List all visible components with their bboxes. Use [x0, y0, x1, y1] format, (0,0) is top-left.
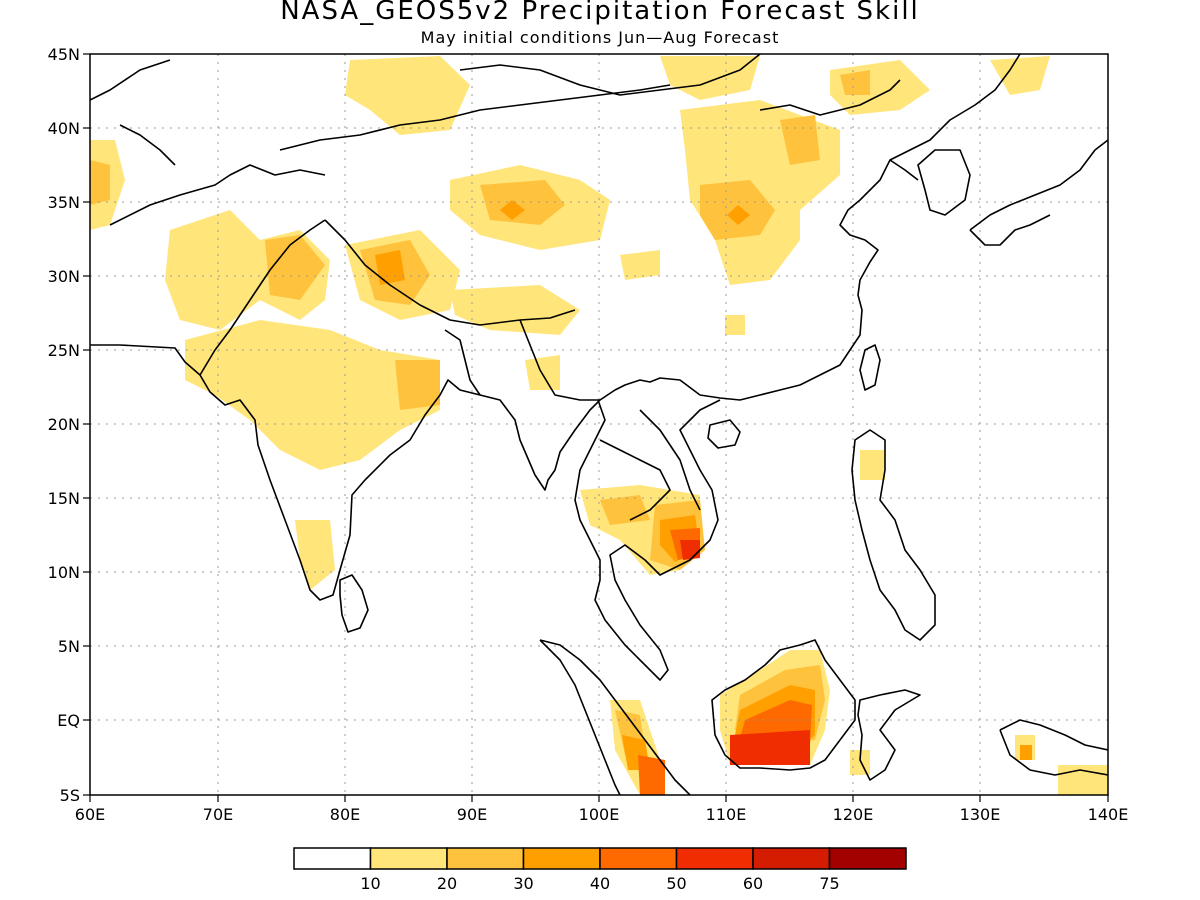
- border-north-korea: [889, 159, 919, 181]
- border-bangladesh: [444, 329, 481, 396]
- colorbar-swatch: [293, 847, 372, 870]
- border-himalaya: [324, 219, 576, 326]
- colorbar-swatch: [522, 847, 601, 870]
- skill-patch-newguinea-l3: [1020, 745, 1032, 760]
- skill-patch-pakistan-l2: [265, 235, 325, 300]
- coast-philippines: [851, 429, 936, 641]
- lon-label-60e: 60E: [75, 805, 105, 824]
- skill-patch-india: [185, 320, 440, 470]
- border-tibet-north: [279, 84, 671, 151]
- skill-patch-cambodia-l5: [680, 540, 700, 560]
- lat-label-5n: 5N: [58, 637, 80, 656]
- colorbar-swatch: [828, 847, 907, 870]
- lon-label-140e: 140E: [1088, 805, 1129, 824]
- skill-patch-borneo-l5: [730, 730, 810, 765]
- lon-label-120e: 120E: [833, 805, 874, 824]
- lon-label-100e: 100E: [579, 805, 620, 824]
- border-afghanistan: [109, 164, 326, 226]
- tick-marks: [83, 53, 1109, 802]
- colorbar-swatch: [369, 847, 448, 870]
- border-china-myanmar: [519, 319, 600, 401]
- colorbar-label: 30: [513, 874, 533, 893]
- colorbar-swatch: [675, 847, 754, 870]
- skill-patch-tibet-north: [345, 56, 470, 135]
- coastlines: [90, 54, 1108, 795]
- colorbar-label: 20: [437, 874, 457, 893]
- colorbar-label: 60: [743, 874, 763, 893]
- border-caspian: [90, 59, 176, 166]
- lat-label-5s: 5S: [60, 786, 80, 805]
- lon-label-130e: 130E: [960, 805, 1001, 824]
- colorbar-swatch: [599, 847, 678, 870]
- colorbar-swatch: [446, 847, 525, 870]
- coast-new-guinea: [999, 719, 1108, 776]
- skill-patch-newguinea-east: [1058, 765, 1108, 795]
- lat-label-15n: 15N: [48, 489, 80, 508]
- coast-korea: [917, 149, 971, 216]
- lon-label-80e: 80E: [330, 805, 360, 824]
- colorbar-label: 10: [360, 874, 380, 893]
- colorbar-label: 50: [666, 874, 686, 893]
- lat-label-30n: 30N: [48, 267, 80, 286]
- lat-label-20n: 20N: [48, 415, 80, 434]
- skill-patch-luzon: [860, 450, 885, 480]
- skill-patch-mongolia-l2: [840, 70, 870, 95]
- coast-indochina: [574, 399, 721, 681]
- skill-shading: [90, 56, 1108, 795]
- colorbar-swatch: [752, 847, 831, 870]
- map-title: NASA_GEOS5v2 Precipitation Forecast Skil…: [280, 0, 920, 26]
- lat-label-eq: EQ: [57, 711, 80, 730]
- coast-sri-lanka: [339, 574, 369, 633]
- coast-borneo: [711, 639, 856, 771]
- border-pakistan-india: [199, 219, 326, 376]
- lon-label-90e: 90E: [457, 805, 487, 824]
- coast-taiwan: [859, 344, 881, 391]
- skill-patch-yunnan: [525, 355, 560, 390]
- coast-hainan: [707, 419, 741, 449]
- lat-label-45n: 45N: [48, 45, 80, 64]
- skill-patch-tarim-l3: [500, 200, 525, 220]
- skill-patch-tibet-l3: [375, 250, 405, 285]
- lon-label-70e: 70E: [203, 805, 233, 824]
- skill-patch-northeast: [990, 56, 1050, 95]
- lon-label-110e: 110E: [706, 805, 747, 824]
- colorbar-label: 75: [819, 874, 839, 893]
- skill-patch-mongolia: [660, 56, 760, 100]
- skill-patch-china-l3: [727, 205, 750, 225]
- skill-patch-iran-l2: [90, 160, 110, 205]
- lat-label-25n: 25N: [48, 341, 80, 360]
- skill-patch-china-south: [725, 315, 745, 335]
- skill-patch-sichuan: [620, 250, 660, 280]
- skill-patch-himalaya-east: [450, 285, 580, 335]
- lat-label-35n: 35N: [48, 193, 80, 212]
- border-vietnam-laos: [639, 409, 701, 511]
- skill-patch-india-south: [295, 520, 335, 590]
- lat-label-10n: 10N: [48, 563, 80, 582]
- graticule: [90, 54, 1108, 795]
- colorbar-label: 40: [590, 874, 610, 893]
- lat-label-40n: 40N: [48, 119, 80, 138]
- skill-patch-india-l2: [395, 360, 440, 410]
- border-mongolia: [459, 54, 901, 116]
- skill-patch-sumatra-l4: [638, 755, 665, 795]
- coast-japan: [969, 139, 1108, 246]
- colorbar: 10 20 30 40 50 60 75: [293, 847, 907, 893]
- coast-sulawesi: [857, 689, 921, 781]
- coast-sumatra: [539, 639, 691, 795]
- map-subtitle: May initial conditions Jun—Aug Forecast: [420, 28, 780, 47]
- skill-patch-indochina-l2: [600, 495, 650, 525]
- coast-south-asia: [90, 54, 1021, 601]
- border-thailand: [599, 439, 671, 521]
